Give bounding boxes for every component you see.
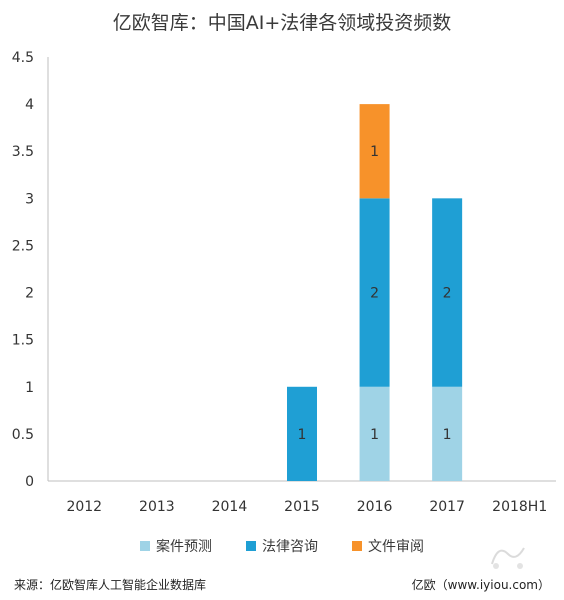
- x-tick-label: 2016: [357, 499, 393, 515]
- y-tick-label: 1.5: [12, 333, 34, 349]
- x-tick-label: 2017: [429, 499, 465, 515]
- x-tick-label: 2013: [139, 499, 175, 515]
- source-note: 来源：亿欧智库人工智能企业数据库: [14, 578, 207, 592]
- watermark-logo-icon: [491, 547, 525, 569]
- legend-label: 案件预测: [156, 539, 212, 555]
- chart-title: 亿欧智库：中国AI+法律各领域投资频数: [112, 12, 452, 34]
- x-tick-label: 2012: [66, 499, 102, 515]
- y-tick-label: 0.5: [12, 427, 34, 443]
- x-tick-label: 2018H1: [492, 499, 547, 515]
- bar-segment: [432, 198, 463, 387]
- y-tick-label: 3: [25, 191, 34, 207]
- legend-label: 文件审阅: [368, 539, 424, 555]
- y-tick-label: 4: [25, 97, 34, 113]
- data-label: 1: [370, 144, 379, 160]
- data-label: 1: [298, 427, 307, 443]
- data-label: 1: [443, 427, 452, 443]
- y-tick-label: 1: [25, 380, 34, 396]
- legend-item: 文件审阅: [352, 536, 424, 556]
- data-label: 2: [370, 286, 379, 302]
- data-label: 2: [443, 286, 452, 302]
- bar-segment: [359, 386, 390, 481]
- legend-swatch: [246, 541, 256, 551]
- bar-segment: [359, 104, 390, 199]
- bar-segment: [287, 386, 317, 481]
- data-label: 1: [370, 427, 379, 443]
- legend-label: 法律咨询: [262, 539, 318, 555]
- brand-credit: 亿欧（www.iyiou.com）: [411, 578, 550, 592]
- y-tick-label: 3.5: [12, 144, 34, 160]
- y-tick-label: 0: [25, 474, 34, 490]
- legend-item: 案件预测: [140, 536, 212, 556]
- chart-legend: 案件预测 法律咨询 文件审阅: [0, 536, 564, 556]
- legend-swatch: [140, 541, 150, 551]
- legend-swatch: [352, 541, 362, 551]
- x-tick-label: 2014: [212, 499, 248, 515]
- stacked-bar-chart: 0 0.5 1 1.5 2 2.5 3 3.5 4 4.5 2012 2013 2014 2015 2016…: [12, 50, 556, 515]
- x-tick-label: 2015: [284, 499, 320, 515]
- y-tick-label: 2: [25, 286, 34, 302]
- bar-segment: [432, 386, 463, 481]
- bar-segment: [359, 198, 390, 387]
- y-tick-label: 4.5: [12, 50, 34, 66]
- y-tick-label: 2.5: [12, 238, 34, 254]
- legend-item: 法律咨询: [246, 536, 318, 556]
